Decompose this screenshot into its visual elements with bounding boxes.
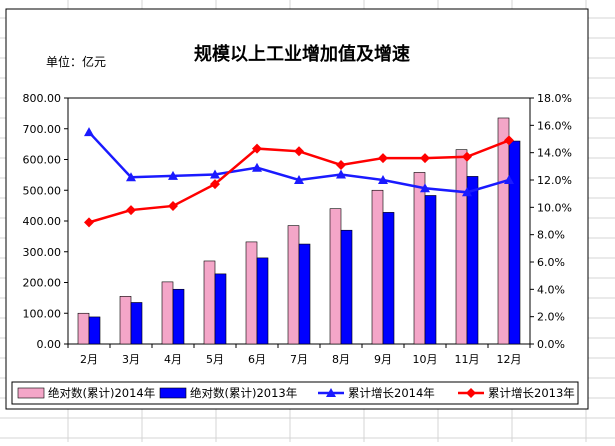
- y-left-tick-label: 0.00: [37, 338, 62, 351]
- bar-2013: [88, 316, 101, 345]
- point-triangle: [504, 175, 514, 184]
- y-right-tick-label: 14.0%: [537, 147, 572, 160]
- point-diamond: [126, 205, 136, 216]
- y-right-tick-label: 0.0%: [537, 338, 565, 351]
- bar-2013: [172, 288, 185, 345]
- y-left-tick-label: 800.00: [23, 92, 62, 105]
- y-right-tick-label: 12.0%: [537, 174, 572, 187]
- x-tick-label: 9月: [374, 353, 392, 366]
- point-triangle: [462, 187, 472, 197]
- unit-label: 单位：亿元: [46, 54, 106, 69]
- plot-area: 0.00 100.00 200.00 300.00 400.00 500.00 600.00…: [23, 92, 572, 366]
- bar-2013: [466, 176, 479, 345]
- x-tick-label: 8月: [332, 353, 350, 366]
- bar-2014: [77, 312, 90, 345]
- bar-2014: [287, 225, 300, 345]
- y-right-tick-label: 2.0%: [537, 311, 565, 324]
- x-tick-label: 10月: [413, 353, 438, 366]
- x-tick-label: 3月: [122, 353, 140, 366]
- y-right-tick-label: 4.0%: [537, 283, 565, 296]
- bar-2013: [298, 243, 311, 345]
- point-triangle: [210, 169, 220, 179]
- point-diamond: [420, 153, 430, 164]
- point-diamond: [336, 159, 346, 170]
- y-left-tick-label: 400.00: [23, 215, 62, 228]
- legend-swatch-bar: [17, 387, 45, 399]
- legend: 绝对数(累计)2014年 绝对数(累计)2013年 累计增长2014年 累计增长201…: [11, 381, 579, 405]
- point-diamond: [210, 179, 220, 190]
- y-left-tick-label: 100.00: [23, 307, 62, 320]
- bar-2013: [340, 229, 353, 345]
- chart-title: 规模以上工业增加值及增速: [194, 43, 410, 65]
- legend-swatch-bar: [159, 387, 187, 399]
- bar-2013: [424, 195, 437, 345]
- bar-2013: [214, 273, 227, 345]
- bar-2014: [245, 241, 258, 345]
- bar-2014: [497, 117, 510, 345]
- point-triangle: [378, 175, 388, 184]
- bar-2013: [256, 257, 269, 345]
- bar-2014: [203, 260, 216, 345]
- y-right-tick-label: 18.0%: [537, 92, 572, 105]
- point-diamond: [462, 151, 472, 162]
- bar-2014: [455, 149, 468, 345]
- y-left-tick-label: 200.00: [23, 277, 62, 290]
- point-diamond: [84, 217, 94, 228]
- bar-2013: [508, 140, 521, 345]
- x-tick-label: 2月: [80, 353, 98, 366]
- legend-box: [11, 381, 579, 405]
- y-right-tick-label: 8.0%: [537, 229, 565, 242]
- bar-2013: [130, 302, 143, 345]
- point-diamond: [252, 143, 262, 154]
- legend-marker-triangle: [326, 388, 336, 397]
- bar-2013: [382, 212, 395, 345]
- bar-2014: [119, 296, 132, 345]
- y-left-tick-label: 500.00: [23, 184, 62, 197]
- point-triangle: [84, 127, 94, 137]
- point-triangle: [126, 172, 136, 182]
- point-diamond: [378, 153, 388, 164]
- x-tick-label: 11月: [455, 353, 480, 366]
- y-left-tick-label: 600.00: [23, 154, 62, 167]
- legend-label: 累计增长2013年: [488, 386, 575, 400]
- y-left-tick-label: 300.00: [23, 246, 62, 259]
- legend-label: 累计增长2014年: [348, 386, 435, 400]
- point-triangle: [336, 169, 346, 179]
- point-triangle: [294, 175, 304, 184]
- legend-label: 绝对数(累计)2013年: [190, 386, 297, 400]
- x-tick-label: 4月: [164, 353, 182, 366]
- bar-2014: [329, 208, 342, 345]
- y-left-tick-label: 700.00: [23, 123, 62, 136]
- legend-label: 绝对数(累计)2014年: [48, 386, 155, 400]
- bar-2014: [371, 189, 384, 345]
- point-triangle: [420, 183, 430, 193]
- x-tick-label: 7月: [290, 353, 308, 366]
- y-right-tick-label: 16.0%: [537, 119, 572, 132]
- y-right-tick-label: 10.0%: [537, 201, 572, 214]
- bar-2014: [413, 172, 426, 345]
- point-diamond: [504, 135, 514, 146]
- bar-2014: [161, 281, 174, 345]
- point-triangle: [168, 170, 178, 180]
- y-right-tick-label: 6.0%: [537, 256, 565, 269]
- x-tick-label: 12月: [497, 353, 522, 366]
- x-tick-label: 6月: [248, 353, 266, 366]
- x-tick-label: 5月: [206, 353, 224, 366]
- point-diamond: [168, 200, 178, 211]
- legend-marker-diamond: [466, 388, 476, 398]
- point-diamond: [294, 146, 304, 157]
- point-triangle: [252, 162, 262, 172]
